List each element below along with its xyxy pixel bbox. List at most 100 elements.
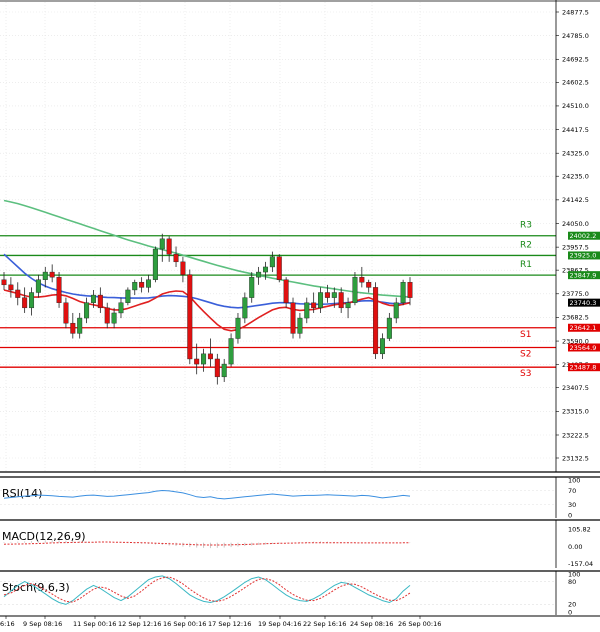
price-tick-label: 24510.0 bbox=[562, 102, 589, 110]
rsi-line bbox=[3, 489, 411, 500]
candle-body bbox=[400, 282, 406, 303]
candle-body bbox=[29, 292, 35, 309]
pane-tick-label: 0 bbox=[568, 608, 572, 616]
macd-pane: 105.82 0.00 -157.04 MACD(12,26,9) bbox=[0, 519, 600, 568]
level-tag-r3 bbox=[568, 231, 600, 240]
candle-body bbox=[90, 294, 96, 303]
pane-tick-label: 0.00 bbox=[568, 543, 582, 551]
candle-body bbox=[345, 302, 351, 309]
price-tick-label: 24325.0 bbox=[562, 150, 589, 158]
candle-body bbox=[8, 284, 14, 291]
stoch-d-line bbox=[3, 576, 411, 603]
candle-body bbox=[318, 292, 324, 309]
candle-body bbox=[194, 358, 200, 365]
level-tag-label-s3: 23487.8 bbox=[570, 363, 597, 371]
time-tick-label: 16 Sep 00:16 bbox=[163, 620, 206, 628]
chart-frame bbox=[0, 0, 600, 473]
price-tick-label: 23222.5 bbox=[562, 431, 589, 439]
time-tick-label: 24 Sep 08:16 bbox=[350, 620, 393, 628]
pane-tick-label: 105.82 bbox=[568, 526, 591, 534]
candle-body bbox=[393, 302, 399, 319]
level-name-r3: R3 bbox=[520, 221, 532, 231]
candle-body bbox=[331, 292, 337, 298]
pane-tick-label: -157.04 bbox=[568, 560, 593, 568]
candle-body bbox=[407, 282, 413, 298]
candle-body bbox=[214, 358, 220, 378]
level-tag-label-s1: 23642.1 bbox=[570, 324, 597, 332]
pane-tick-label: 100 bbox=[568, 570, 580, 578]
time-tick-label: 19 Sep 04:16 bbox=[258, 620, 301, 628]
candle-body bbox=[166, 238, 172, 255]
price-tick-label: 24235.0 bbox=[562, 173, 589, 181]
pane-tick-label: 30 bbox=[568, 501, 576, 509]
candle-body bbox=[97, 294, 103, 309]
candle-body bbox=[221, 363, 227, 378]
pane-title: MACD(12,26,9) bbox=[2, 530, 86, 543]
level-tag-r2 bbox=[568, 251, 600, 260]
candle-body bbox=[256, 271, 262, 278]
candle-body bbox=[159, 238, 165, 250]
candle-body bbox=[118, 302, 124, 314]
pane-tick-label: 0 bbox=[568, 511, 572, 519]
candle-body bbox=[49, 271, 55, 278]
price-tick-label: 24050.0 bbox=[562, 220, 589, 228]
macd-signal-line bbox=[3, 541, 410, 546]
time-tick-label: 9 Sep 08:16 bbox=[23, 620, 62, 628]
candlesticks bbox=[1, 233, 413, 385]
candle-body bbox=[297, 317, 303, 334]
candle-body bbox=[359, 276, 365, 283]
candle-body bbox=[373, 287, 379, 355]
candle-body bbox=[139, 282, 145, 288]
candle-body bbox=[125, 289, 131, 303]
price-tick-label: 23682.5 bbox=[562, 314, 589, 322]
time-tick-label: 17 Sep 12:16 bbox=[208, 620, 251, 628]
price-tick-label: 23590.0 bbox=[562, 337, 589, 345]
price-tick-label: 24417.5 bbox=[562, 126, 589, 134]
candle-body bbox=[228, 338, 234, 365]
candle-body bbox=[379, 338, 385, 355]
candle-body bbox=[201, 353, 207, 365]
candle-body bbox=[1, 279, 7, 286]
price-tick-label: 24142.5 bbox=[562, 196, 589, 204]
ma-line-green bbox=[3, 199, 411, 298]
price-tick-label: 24877.5 bbox=[562, 8, 589, 16]
candle-body bbox=[56, 276, 62, 303]
candle-body bbox=[152, 248, 158, 280]
level-tag-r1 bbox=[568, 271, 600, 280]
price-tick-label: 23867.5 bbox=[562, 266, 589, 274]
candle-body bbox=[290, 302, 296, 334]
level-name-s2: S2 bbox=[520, 349, 531, 359]
time-tick-label: 22 Sep 16:16 bbox=[303, 620, 346, 628]
level-tag-s3 bbox=[568, 363, 600, 372]
candle-body bbox=[180, 261, 186, 275]
candle-body bbox=[104, 307, 110, 324]
candle-body bbox=[15, 289, 21, 298]
level-tag-s1 bbox=[568, 323, 600, 332]
price-tick-label: 23315.0 bbox=[562, 408, 589, 416]
candle-body bbox=[366, 282, 372, 288]
price-tick-label: 23132.5 bbox=[562, 454, 589, 462]
level-name-s1: S1 bbox=[520, 330, 531, 340]
level-tag-label-r3: 24002.2 bbox=[570, 232, 597, 240]
candle-body bbox=[187, 274, 193, 360]
main-grid bbox=[0, 2, 556, 472]
time-tick-label: 11 Sep 00:16 bbox=[73, 620, 116, 628]
candle-body bbox=[283, 279, 289, 303]
support-resistance-levels: R3 R2 R1 S1 S2 S3 bbox=[0, 221, 556, 379]
candle-body bbox=[63, 302, 69, 324]
candle-body bbox=[35, 279, 41, 293]
level-name-r2: R2 bbox=[520, 240, 532, 250]
time-tick-label: 12 Sep 12:16 bbox=[118, 620, 161, 628]
candle-body bbox=[132, 282, 138, 291]
time-tick-label: 6:16 bbox=[0, 620, 15, 628]
candle-body bbox=[262, 266, 268, 273]
candle-body bbox=[42, 271, 48, 280]
candle-body bbox=[324, 292, 330, 298]
price-axis: 24877.5 24785.0 24692.5 24602.5 24510.0 24417… bbox=[556, 8, 600, 462]
time-tick-label: 26 Sep 00:16 bbox=[398, 620, 441, 628]
candle-body bbox=[235, 317, 241, 339]
candle-body bbox=[386, 317, 392, 339]
candle-body bbox=[173, 253, 179, 263]
